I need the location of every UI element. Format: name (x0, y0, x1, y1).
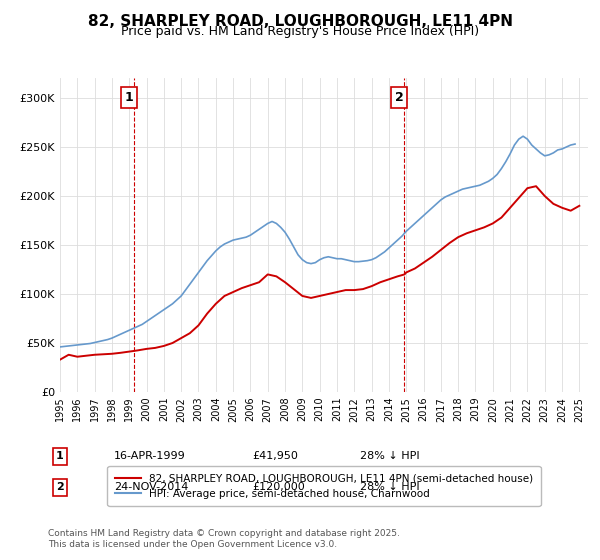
Text: 2: 2 (56, 482, 64, 492)
Text: 28% ↓ HPI: 28% ↓ HPI (360, 451, 419, 461)
Text: 28% ↓ HPI: 28% ↓ HPI (360, 482, 419, 492)
Text: 2: 2 (395, 91, 404, 104)
Text: 82, SHARPLEY ROAD, LOUGHBOROUGH, LE11 4PN: 82, SHARPLEY ROAD, LOUGHBOROUGH, LE11 4P… (88, 14, 512, 29)
Text: 24-NOV-2014: 24-NOV-2014 (114, 482, 188, 492)
Text: 16-APR-1999: 16-APR-1999 (114, 451, 186, 461)
Text: 1: 1 (125, 91, 133, 104)
Text: Price paid vs. HM Land Registry's House Price Index (HPI): Price paid vs. HM Land Registry's House … (121, 25, 479, 38)
Legend: 82, SHARPLEY ROAD, LOUGHBOROUGH, LE11 4PN (semi-detached house), HPI: Average pr: 82, SHARPLEY ROAD, LOUGHBOROUGH, LE11 4P… (107, 466, 541, 506)
Text: £120,000: £120,000 (252, 482, 305, 492)
Text: 1: 1 (56, 451, 64, 461)
Text: Contains HM Land Registry data © Crown copyright and database right 2025.
This d: Contains HM Land Registry data © Crown c… (48, 529, 400, 549)
Text: £41,950: £41,950 (252, 451, 298, 461)
